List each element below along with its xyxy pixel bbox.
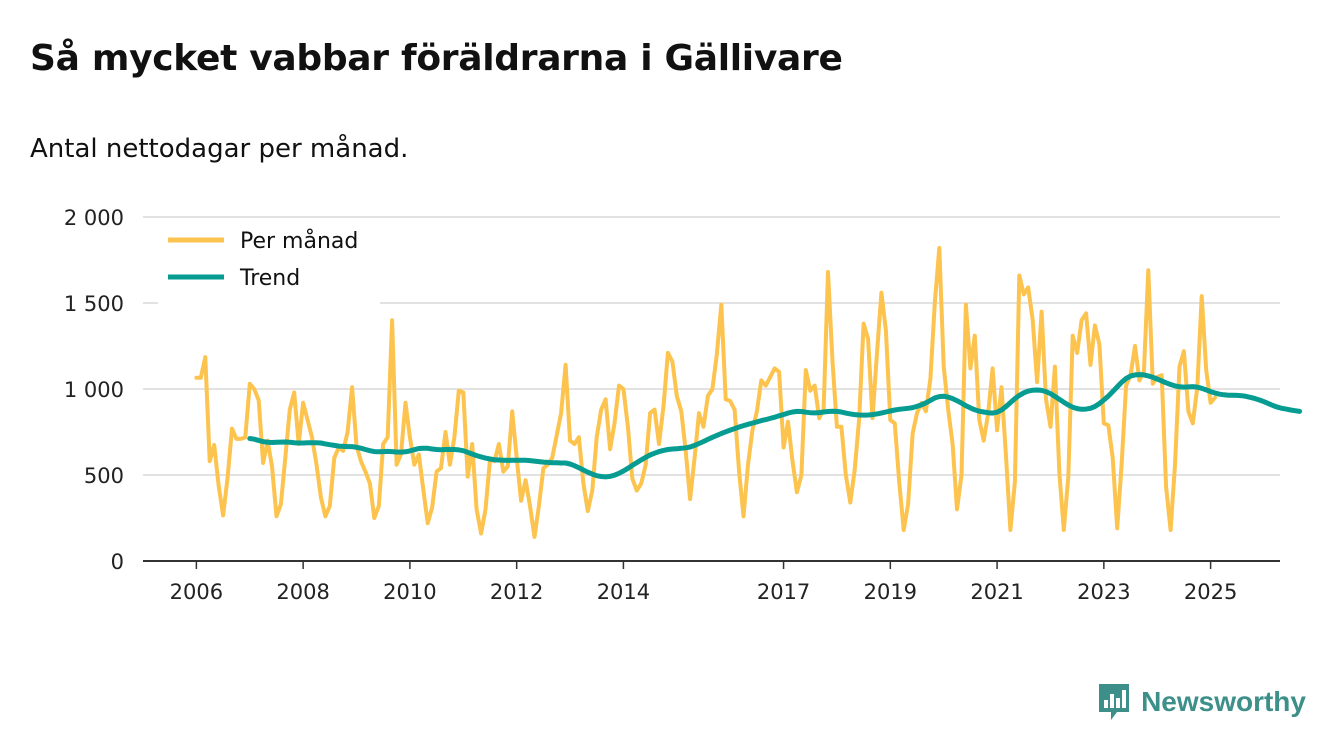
legend[interactable]: Per månad Trend bbox=[158, 218, 380, 304]
x-tick-label: 2017 bbox=[757, 580, 810, 604]
x-tick-label: 2008 bbox=[276, 580, 329, 604]
page-title: Så mycket vabbar föräldrarna i Gällivare bbox=[30, 38, 843, 79]
series-line-trend bbox=[247, 372, 1303, 480]
y-tick-label: 1 500 bbox=[64, 292, 124, 316]
legend-label-trend[interactable]: Trend bbox=[239, 266, 300, 291]
x-tick-label: 2010 bbox=[383, 580, 436, 604]
y-tick-label: 1 000 bbox=[64, 378, 124, 402]
chart-subtitle: Antal nettodagar per månad. bbox=[30, 134, 409, 164]
legend-background bbox=[158, 218, 380, 304]
series-layer bbox=[194, 246, 1303, 539]
x-tick-label: 2025 bbox=[1184, 580, 1237, 604]
x-tick-label: 2014 bbox=[597, 580, 650, 604]
legend-label-monthly[interactable]: Per månad bbox=[240, 228, 358, 254]
x-tick-label: 2012 bbox=[490, 580, 543, 604]
axis-layer: 0 500 1 000 1 500 2 000 2006 2008 2010 2012 2014 2… bbox=[64, 206, 1280, 604]
x-tick-label: 2021 bbox=[970, 580, 1023, 604]
brand-logo: Newsworthy bbox=[1097, 682, 1306, 722]
x-tick-label: 2019 bbox=[864, 580, 917, 604]
newsworthy-chart-icon bbox=[1099, 684, 1130, 720]
x-tick-label: 2023 bbox=[1077, 580, 1130, 604]
brand-name: Newsworthy bbox=[1141, 686, 1306, 717]
y-tick-label: 2 000 bbox=[64, 206, 124, 230]
y-tick-label: 0 bbox=[111, 550, 124, 574]
series-line-monthly bbox=[194, 246, 1218, 539]
x-tick-label: 2006 bbox=[170, 580, 223, 604]
y-tick-label: 500 bbox=[84, 464, 124, 488]
